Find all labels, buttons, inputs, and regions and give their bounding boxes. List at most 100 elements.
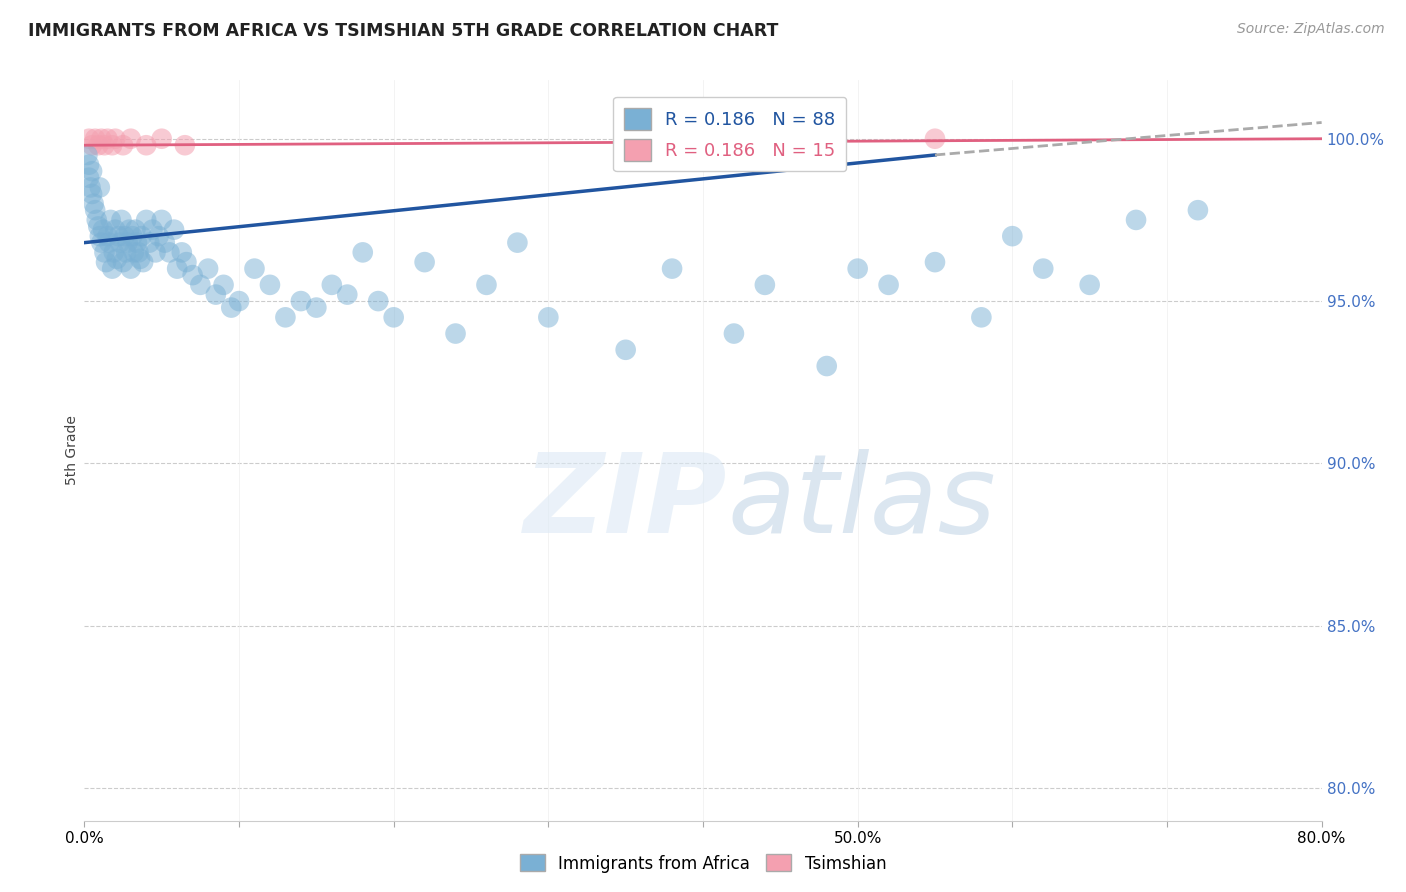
Y-axis label: 5th Grade: 5th Grade: [65, 416, 79, 485]
Point: [205, 287, 228, 301]
Point: [89, 180, 111, 194]
Point: [105, 252, 128, 266]
Point: [141, 222, 163, 236]
Point: [153, 235, 176, 250]
Point: [163, 222, 186, 236]
Point: [924, 132, 946, 146]
Point: [118, 222, 141, 236]
Point: [181, 268, 204, 282]
Point: [84, 132, 107, 146]
Point: [444, 326, 467, 341]
Point: [90, 132, 112, 146]
Point: [924, 255, 946, 269]
Point: [97, 229, 120, 244]
Point: [145, 245, 167, 260]
Point: [150, 132, 173, 146]
Point: [93, 245, 115, 260]
Point: [79, 180, 101, 194]
Point: [129, 252, 152, 266]
Point: [1187, 203, 1209, 218]
Point: [148, 229, 170, 244]
Point: [94, 255, 117, 269]
Legend: Immigrants from Africa, Tsimshian: Immigrants from Africa, Tsimshian: [513, 847, 893, 880]
Point: [108, 235, 131, 250]
Point: [98, 235, 121, 250]
Point: [110, 213, 132, 227]
Point: [159, 245, 181, 260]
Point: [475, 277, 498, 292]
Point: [970, 310, 993, 325]
Point: [259, 277, 281, 292]
Point: [83, 196, 105, 211]
Point: [197, 261, 219, 276]
Point: [537, 310, 560, 325]
Point: [661, 261, 683, 276]
Point: [82, 164, 104, 178]
Point: [89, 229, 111, 244]
Point: [90, 235, 112, 250]
Point: [104, 222, 127, 236]
Point: [723, 326, 745, 341]
Point: [174, 138, 197, 153]
Point: [176, 255, 198, 269]
Point: [352, 245, 374, 260]
Point: [117, 235, 139, 250]
Point: [413, 255, 436, 269]
Point: [82, 138, 104, 153]
Point: [150, 213, 173, 227]
Point: [77, 170, 100, 185]
Text: atlas: atlas: [728, 449, 997, 556]
Point: [290, 294, 312, 309]
Point: [170, 245, 193, 260]
Point: [107, 229, 129, 244]
Point: [100, 213, 122, 227]
Text: IMMIGRANTS FROM AFRICA VS TSIMSHIAN 5TH GRADE CORRELATION CHART: IMMIGRANTS FROM AFRICA VS TSIMSHIAN 5TH …: [28, 22, 779, 40]
Point: [212, 277, 235, 292]
Point: [124, 222, 146, 236]
Point: [104, 132, 127, 146]
Point: [87, 219, 110, 234]
Point: [121, 229, 143, 244]
Point: [82, 186, 104, 201]
Point: [120, 132, 142, 146]
Point: [87, 138, 110, 153]
Point: [93, 138, 115, 153]
Point: [754, 277, 776, 292]
Point: [877, 277, 900, 292]
Point: [305, 301, 328, 315]
Point: [112, 255, 135, 269]
Point: [1001, 229, 1024, 244]
Point: [86, 213, 108, 227]
Point: [103, 245, 125, 260]
Point: [120, 261, 142, 276]
Point: [122, 245, 145, 260]
Point: [77, 132, 100, 146]
Point: [166, 261, 188, 276]
Point: [846, 261, 869, 276]
Point: [128, 245, 150, 260]
Text: ZIP: ZIP: [524, 449, 728, 556]
Point: [101, 261, 124, 276]
Point: [135, 213, 157, 227]
Point: [101, 138, 124, 153]
Point: [228, 294, 250, 309]
Point: [506, 235, 529, 250]
Point: [112, 138, 135, 153]
Point: [367, 294, 389, 309]
Point: [97, 132, 120, 146]
Point: [336, 287, 359, 301]
Point: [77, 158, 100, 172]
Point: [188, 277, 212, 292]
Point: [274, 310, 297, 325]
Point: [382, 310, 405, 325]
Point: [84, 203, 107, 218]
Legend: R = 0.186   N = 88, R = 0.186   N = 15: R = 0.186 N = 88, R = 0.186 N = 15: [613, 96, 846, 171]
Point: [1125, 213, 1147, 227]
Point: [131, 229, 153, 244]
Point: [1078, 277, 1101, 292]
Point: [114, 229, 136, 244]
Text: Source: ZipAtlas.com: Source: ZipAtlas.com: [1237, 22, 1385, 37]
Point: [614, 343, 637, 357]
Point: [1032, 261, 1054, 276]
Point: [91, 222, 114, 236]
